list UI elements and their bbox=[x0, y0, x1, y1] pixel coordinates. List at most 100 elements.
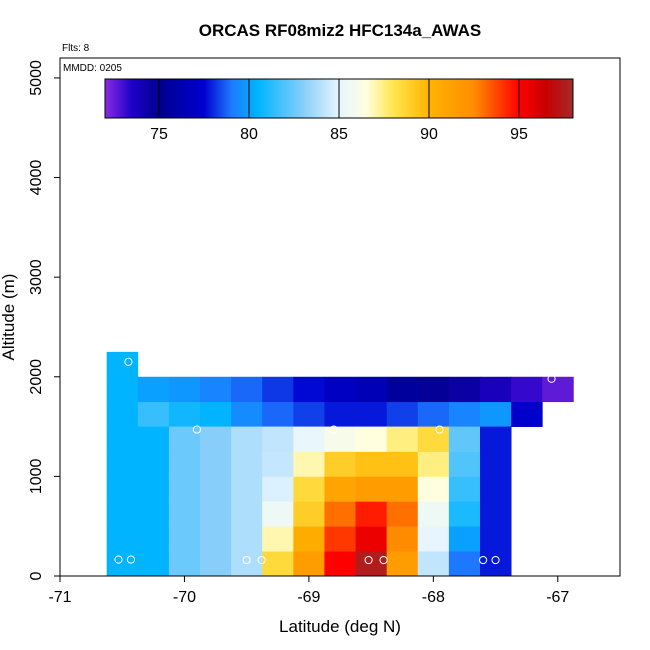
heatmap-cell bbox=[355, 376, 388, 403]
plot-frame bbox=[59, 57, 621, 577]
heatmap-cell bbox=[324, 451, 356, 477]
heatmap-cell bbox=[137, 526, 170, 552]
heatmap-cell bbox=[137, 451, 170, 477]
heatmap-cell bbox=[480, 501, 512, 527]
heatmap-cells bbox=[106, 351, 574, 577]
heatmap-cell bbox=[386, 401, 419, 427]
sample-points bbox=[114, 357, 556, 565]
heatmap-cell bbox=[231, 401, 263, 427]
heatmap-cell bbox=[262, 476, 294, 502]
heatmap-cell bbox=[386, 551, 419, 577]
colorbar-tick-label: 75 bbox=[150, 126, 168, 143]
heatmap-cell bbox=[293, 551, 325, 577]
sample-point-marker bbox=[192, 425, 201, 434]
heatmap-cell bbox=[355, 526, 388, 552]
sample-point-marker bbox=[242, 555, 251, 565]
heatmap-cell bbox=[324, 551, 356, 577]
heatmap-cell bbox=[168, 376, 201, 403]
x-tick-label: -68 bbox=[422, 589, 445, 606]
y-axis-label: Altitude (m) bbox=[0, 274, 18, 361]
heatmap-cell bbox=[106, 451, 139, 477]
heatmap-cell bbox=[168, 501, 201, 527]
heatmap-cell bbox=[417, 401, 450, 427]
heatmap-cell bbox=[386, 376, 419, 403]
sample-point-marker bbox=[435, 425, 444, 434]
heatmap-cell bbox=[417, 526, 450, 552]
heatmap-cell bbox=[448, 551, 481, 577]
heatmap-cell bbox=[106, 551, 139, 577]
heatmap-cell bbox=[262, 526, 294, 552]
heatmap-cell bbox=[137, 401, 170, 427]
heatmap-cell bbox=[480, 426, 512, 452]
flights-annotation: Flts: 8 bbox=[62, 43, 90, 54]
y-tick-label: 3000 bbox=[28, 259, 45, 295]
heatmap-cell bbox=[448, 451, 481, 477]
heatmap-cell bbox=[324, 376, 356, 403]
heatmap-cell bbox=[386, 526, 419, 552]
x-axis-label: Latitude (deg N) bbox=[279, 617, 401, 636]
heatmap-cell bbox=[262, 501, 294, 527]
x-tick-label: -69 bbox=[297, 589, 320, 606]
heatmap-cell bbox=[200, 376, 232, 403]
heatmap-cell bbox=[168, 451, 201, 477]
x-tick-label: -70 bbox=[173, 589, 196, 606]
colorbar-tick-label: 95 bbox=[510, 126, 528, 143]
heatmap-cell bbox=[480, 376, 512, 403]
heatmap-cell bbox=[168, 551, 201, 577]
heatmap-cell bbox=[106, 351, 139, 378]
heatmap-cell bbox=[106, 526, 139, 552]
heatmap-cell bbox=[262, 401, 294, 427]
heatmap-cell bbox=[293, 451, 325, 477]
heatmap-cell bbox=[480, 401, 512, 427]
heatmap-cell bbox=[324, 526, 356, 552]
heatmap-cell bbox=[386, 426, 419, 452]
heatmap-cell bbox=[106, 401, 139, 427]
heatmap-cell bbox=[293, 501, 325, 527]
heatmap-cell bbox=[324, 426, 356, 452]
chart-title: ORCAS RF08miz2 HFC134a_AWAS bbox=[199, 21, 481, 40]
heatmap-cell bbox=[355, 426, 388, 452]
heatmap-cell bbox=[293, 401, 325, 427]
sample-point-marker bbox=[329, 425, 338, 434]
heatmap-cell bbox=[448, 376, 481, 403]
heatmap-cell bbox=[231, 426, 263, 452]
heatmap-cell bbox=[448, 401, 481, 427]
y-tick-label: 1000 bbox=[28, 458, 45, 494]
heatmap-cell bbox=[480, 476, 512, 502]
x-axis: -71 -70 -69 -68 -67 bbox=[48, 576, 569, 606]
colorbar-tick-label: 90 bbox=[420, 126, 438, 143]
heatmap-cell bbox=[137, 551, 170, 577]
heatmap-cell bbox=[262, 376, 294, 403]
colorbar-tick-label: 85 bbox=[330, 126, 348, 143]
heatmap-cell bbox=[168, 426, 201, 452]
heatmap-cell bbox=[355, 401, 388, 427]
heatmap-cell bbox=[262, 551, 294, 577]
heatmap-cell bbox=[200, 551, 232, 577]
heatmap-cell bbox=[200, 451, 232, 477]
heatmap-cell bbox=[480, 451, 512, 477]
heatmap-cell bbox=[231, 501, 263, 527]
y-axis: 0 1000 2000 3000 4000 5000 bbox=[28, 60, 60, 580]
heatmap-cell bbox=[324, 401, 356, 427]
x-tick-label: -67 bbox=[546, 589, 569, 606]
heatmap-cell bbox=[511, 376, 543, 403]
sample-point-marker bbox=[547, 374, 556, 383]
sample-point-marker bbox=[257, 555, 266, 565]
heatmap-cell bbox=[417, 376, 450, 403]
heatmap-cell bbox=[448, 426, 481, 452]
date-annotation: MMDD: 0205 bbox=[63, 63, 122, 74]
heatmap-cell bbox=[417, 551, 450, 577]
heatmap-cell bbox=[168, 401, 201, 427]
heatmap-cell bbox=[262, 451, 294, 477]
heatmap-cell bbox=[386, 501, 419, 527]
sample-point-marker bbox=[491, 555, 500, 565]
y-tick-label: 2000 bbox=[28, 359, 45, 395]
heatmap-cell bbox=[417, 451, 450, 477]
y-tick-label: 5000 bbox=[28, 60, 45, 96]
sample-point-marker bbox=[114, 555, 123, 564]
heatmap-cell bbox=[542, 376, 574, 403]
y-tick-label: 4000 bbox=[28, 160, 45, 196]
heatmap-cell bbox=[417, 426, 450, 452]
heatmap-cell bbox=[355, 451, 388, 477]
heatmap-cell bbox=[137, 376, 170, 403]
